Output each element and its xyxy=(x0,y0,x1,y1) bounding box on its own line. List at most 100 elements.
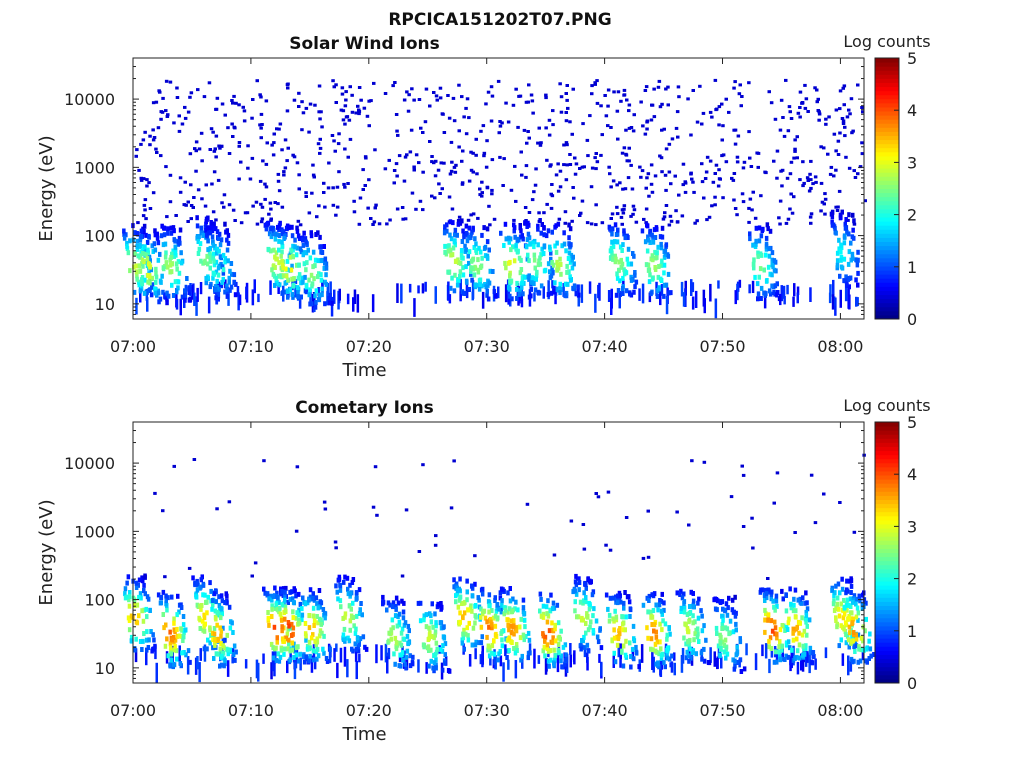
ion-cell xyxy=(629,277,634,283)
ion-cell xyxy=(133,647,137,653)
ion-cell xyxy=(775,281,779,287)
noise-cell xyxy=(432,161,436,165)
colorbar-step xyxy=(875,572,899,578)
ion-cell xyxy=(489,650,494,656)
y-tick-label: 10000 xyxy=(64,90,115,109)
ion-cell xyxy=(297,617,301,623)
noise-cell xyxy=(856,172,860,176)
noise-cell xyxy=(733,128,738,132)
ion-cell xyxy=(442,634,446,640)
streak-cell xyxy=(703,298,706,314)
streak-cell xyxy=(569,643,572,655)
ion-cell xyxy=(180,294,185,300)
ion-cell xyxy=(461,631,465,637)
ion-cell xyxy=(146,596,151,602)
ion-cell xyxy=(801,652,805,658)
ion-cell xyxy=(473,581,477,587)
ion-cell xyxy=(204,275,208,281)
noise-cell xyxy=(189,204,194,207)
ion-cell xyxy=(515,286,519,292)
ion-cell xyxy=(791,608,796,614)
noise-cell xyxy=(276,202,280,206)
noise-cell xyxy=(286,86,290,90)
ion-cell xyxy=(788,586,792,592)
y-tick-label: 100 xyxy=(84,591,115,610)
ion-cell xyxy=(721,614,725,620)
ion-cell xyxy=(649,646,653,652)
streak-cell xyxy=(198,662,201,683)
noise-cell xyxy=(337,170,341,174)
streak-cell xyxy=(594,293,597,313)
noise-cell xyxy=(264,99,269,103)
ion-cell xyxy=(142,631,146,636)
ion-cell xyxy=(133,230,137,236)
noise-cell xyxy=(525,141,529,145)
ion-cell xyxy=(679,588,683,594)
noise-cell xyxy=(652,115,657,119)
ion-cell xyxy=(283,646,287,652)
streak-cell xyxy=(190,285,194,300)
ion-cell xyxy=(348,618,353,624)
streak-cell xyxy=(145,652,148,666)
ion-cell xyxy=(212,631,217,637)
ion-cell xyxy=(162,625,166,631)
ion-cell xyxy=(324,656,329,661)
noise-cell xyxy=(357,86,362,89)
noise-cell xyxy=(168,200,173,204)
noise-cell xyxy=(186,110,191,114)
noise-cell xyxy=(481,124,486,128)
ion-cell xyxy=(727,595,731,601)
ion-cell xyxy=(561,644,566,650)
noise-cell xyxy=(814,180,818,184)
ion-cell xyxy=(394,604,398,609)
ion-cell xyxy=(653,648,658,654)
ion-cell xyxy=(506,609,510,615)
ion-cell xyxy=(514,645,519,651)
ion-cell xyxy=(317,633,322,639)
ion-cell xyxy=(507,239,511,245)
streak-cell xyxy=(714,298,718,319)
ion-cell xyxy=(153,228,157,234)
ion-cell xyxy=(532,244,536,250)
noise-cell xyxy=(740,95,744,98)
colorbar-step xyxy=(875,310,899,316)
noise-cell xyxy=(403,217,408,221)
ion-cell xyxy=(301,242,306,248)
streak-cell xyxy=(828,292,832,304)
noise-cell xyxy=(640,169,645,173)
noise-cell xyxy=(705,155,710,159)
ion-cell xyxy=(304,289,309,295)
ion-cell xyxy=(278,654,283,660)
ion-cell xyxy=(769,646,774,651)
ion-cell xyxy=(555,240,559,246)
ion-cell xyxy=(232,643,237,649)
ion-cell xyxy=(390,617,395,623)
ion-cell xyxy=(177,609,181,615)
ion-cell xyxy=(191,575,195,581)
ion-cell xyxy=(127,603,132,609)
noise-cell xyxy=(323,205,327,209)
ion-cell xyxy=(312,623,316,628)
streak-cell xyxy=(339,647,343,663)
ion-cell xyxy=(499,609,504,615)
ion-cell xyxy=(686,629,691,635)
ion-cell xyxy=(135,243,139,249)
streak-cell xyxy=(814,658,817,670)
noise-cell xyxy=(789,117,794,120)
noise-cell xyxy=(849,97,854,101)
noise-cell xyxy=(594,167,598,171)
ion-cell xyxy=(283,589,287,595)
ion-cell xyxy=(834,606,838,612)
colorbar-step xyxy=(875,552,899,558)
streak-cell xyxy=(504,644,507,657)
ion-cell xyxy=(766,617,770,623)
noise-cell xyxy=(356,104,360,108)
ion-cell xyxy=(483,615,488,621)
ion-cell xyxy=(213,286,218,292)
noise-cell xyxy=(841,119,846,123)
ion-cell xyxy=(304,250,309,256)
ion-cell xyxy=(807,617,812,623)
ion-cell xyxy=(786,654,791,660)
ion-cell xyxy=(624,614,628,620)
ion-cell xyxy=(325,659,330,664)
